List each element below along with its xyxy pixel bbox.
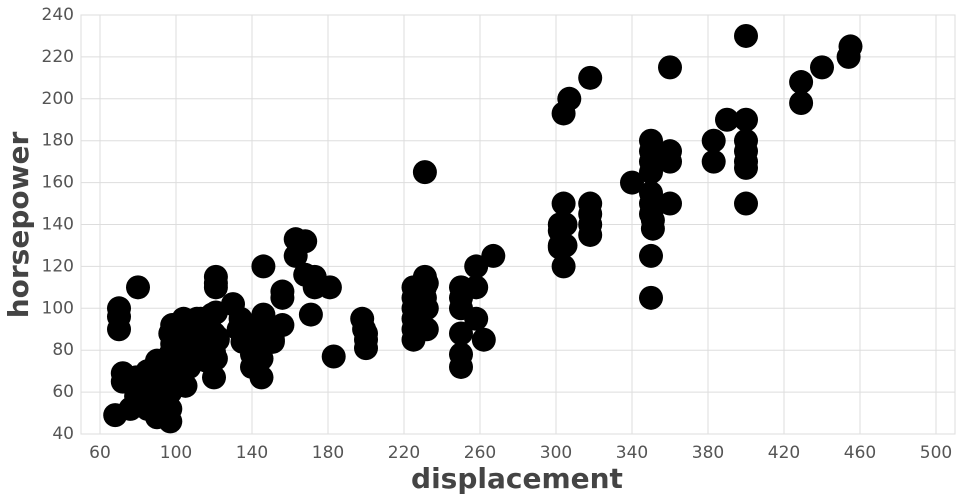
point xyxy=(578,202,603,227)
x-axis-title: displacement xyxy=(411,462,623,495)
y-tick-label: 40 xyxy=(52,424,74,444)
point xyxy=(317,275,342,300)
point xyxy=(639,243,663,268)
point xyxy=(270,279,295,304)
point xyxy=(639,128,663,153)
y-tick-label: 140 xyxy=(42,215,74,235)
point xyxy=(412,160,437,185)
point xyxy=(620,170,644,195)
x-tick-label: 380 xyxy=(692,443,724,463)
point xyxy=(658,149,682,174)
point xyxy=(701,149,726,174)
point xyxy=(715,107,739,132)
point xyxy=(553,233,578,258)
point xyxy=(658,191,682,216)
point xyxy=(107,317,131,342)
x-tick-label: 420 xyxy=(768,443,800,463)
point xyxy=(464,275,489,300)
point xyxy=(639,285,663,310)
point xyxy=(126,275,150,300)
point xyxy=(810,55,834,80)
x-tick-label: 220 xyxy=(388,443,420,463)
x-tick-label: 300 xyxy=(540,443,572,463)
point xyxy=(173,373,198,398)
x-tick-label: 100 xyxy=(160,443,192,463)
point xyxy=(734,191,758,216)
point xyxy=(658,55,682,80)
point xyxy=(203,275,228,300)
point xyxy=(578,65,603,90)
x-tick-label: 500 xyxy=(920,443,952,463)
y-tick-label: 80 xyxy=(52,340,74,360)
point xyxy=(734,107,758,132)
y-tick-label: 180 xyxy=(42,131,74,151)
point xyxy=(789,70,814,95)
y-tick-label: 240 xyxy=(42,5,74,25)
point xyxy=(321,344,346,369)
point xyxy=(249,365,274,390)
point xyxy=(578,222,603,247)
point xyxy=(449,321,473,346)
x-tick-label: 340 xyxy=(616,443,648,463)
x-tick-label: 60 xyxy=(89,443,111,463)
point xyxy=(414,317,439,342)
y-tick-label: 220 xyxy=(42,47,74,67)
y-tick-label: 160 xyxy=(42,173,74,193)
x-tick-label: 260 xyxy=(464,443,496,463)
point xyxy=(551,191,576,216)
point xyxy=(158,396,183,421)
point xyxy=(471,327,496,352)
point xyxy=(414,271,439,296)
point xyxy=(205,325,230,350)
point xyxy=(734,128,758,153)
y-axis-title: horsepower xyxy=(2,132,35,319)
point xyxy=(701,128,726,153)
point xyxy=(464,306,489,331)
point xyxy=(557,86,582,111)
y-tick-label: 120 xyxy=(42,256,74,276)
y-tick-label: 100 xyxy=(42,298,74,318)
point xyxy=(414,296,439,321)
point xyxy=(553,212,578,237)
point xyxy=(481,243,506,268)
point xyxy=(354,336,378,361)
point xyxy=(251,254,276,279)
point xyxy=(640,208,665,233)
point xyxy=(203,346,228,371)
point xyxy=(293,229,318,254)
x-tick-label: 180 xyxy=(312,443,344,463)
x-tick-label: 460 xyxy=(844,443,876,463)
y-tick-label: 200 xyxy=(42,89,74,109)
point xyxy=(449,342,473,367)
point xyxy=(838,34,863,59)
point xyxy=(734,23,758,48)
y-tick-label: 60 xyxy=(52,382,74,402)
point xyxy=(789,90,814,115)
x-tick-label: 140 xyxy=(236,443,268,463)
point xyxy=(249,346,274,371)
point xyxy=(270,313,295,338)
point xyxy=(551,254,576,279)
point xyxy=(298,302,323,327)
point xyxy=(202,365,226,390)
